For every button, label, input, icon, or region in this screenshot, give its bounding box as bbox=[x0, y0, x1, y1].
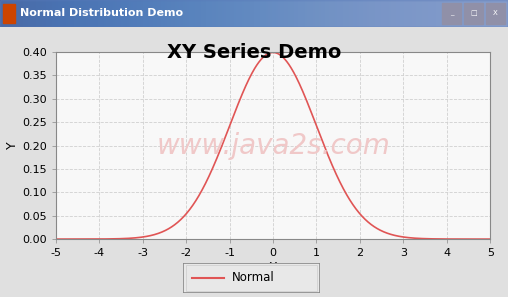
Normal bbox=[244, 81, 250, 85]
Normal bbox=[392, 234, 398, 237]
Bar bbox=[464, 3, 483, 24]
Text: _: _ bbox=[450, 10, 453, 16]
Normal bbox=[229, 119, 235, 123]
FancyBboxPatch shape bbox=[183, 263, 320, 293]
Text: www.java2s.com: www.java2s.com bbox=[156, 132, 390, 159]
Bar bbox=[3, 4, 15, 23]
Normal bbox=[97, 237, 103, 241]
Normal bbox=[400, 235, 406, 239]
Bar bbox=[442, 3, 461, 24]
Text: X: X bbox=[493, 10, 498, 16]
Normal bbox=[487, 237, 493, 241]
Bar bbox=[486, 3, 505, 24]
Y-axis label: Y: Y bbox=[6, 142, 19, 149]
Normal bbox=[53, 237, 59, 241]
Text: Normal: Normal bbox=[232, 271, 275, 284]
Text: XY Series Demo: XY Series Demo bbox=[167, 43, 341, 62]
Text: □: □ bbox=[470, 10, 477, 16]
Normal bbox=[352, 205, 358, 209]
Line: Normal: Normal bbox=[56, 53, 490, 239]
Text: Normal Distribution Demo: Normal Distribution Demo bbox=[20, 8, 183, 18]
Normal bbox=[270, 51, 276, 54]
X-axis label: X: X bbox=[269, 261, 277, 274]
